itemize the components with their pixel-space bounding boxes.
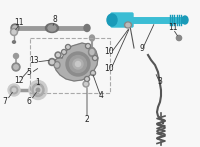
Circle shape [11, 24, 19, 32]
Ellipse shape [35, 86, 42, 94]
Circle shape [93, 56, 98, 61]
Circle shape [12, 63, 20, 71]
Circle shape [87, 45, 89, 47]
Text: 4: 4 [99, 91, 103, 100]
Bar [30, 38, 110, 93]
Circle shape [50, 60, 54, 64]
FancyBboxPatch shape [111, 13, 133, 27]
Ellipse shape [54, 61, 60, 69]
Text: 2: 2 [85, 116, 89, 125]
Ellipse shape [36, 88, 40, 92]
Ellipse shape [8, 84, 20, 96]
Circle shape [94, 57, 96, 59]
Ellipse shape [13, 41, 16, 43]
Circle shape [49, 59, 56, 66]
Text: 7: 7 [3, 96, 7, 106]
Circle shape [177, 35, 182, 41]
Text: 12: 12 [14, 76, 24, 85]
Ellipse shape [90, 35, 95, 41]
Circle shape [13, 26, 17, 30]
Circle shape [86, 78, 88, 80]
Ellipse shape [84, 25, 90, 31]
Ellipse shape [10, 86, 18, 94]
Ellipse shape [46, 24, 59, 32]
Circle shape [85, 82, 88, 86]
Circle shape [11, 29, 18, 35]
Ellipse shape [73, 59, 83, 69]
Ellipse shape [29, 81, 47, 100]
Circle shape [63, 51, 65, 53]
Ellipse shape [107, 14, 117, 26]
Circle shape [14, 54, 19, 59]
Ellipse shape [32, 83, 44, 96]
Circle shape [83, 81, 89, 87]
Circle shape [12, 30, 16, 34]
Ellipse shape [55, 63, 59, 67]
Circle shape [92, 72, 94, 74]
Circle shape [67, 46, 69, 48]
Circle shape [66, 45, 71, 50]
Text: 5: 5 [27, 67, 31, 76]
Circle shape [55, 52, 61, 58]
Circle shape [57, 54, 60, 56]
Circle shape [14, 65, 18, 69]
Text: 13: 13 [29, 56, 39, 65]
Circle shape [62, 50, 67, 55]
Text: 11: 11 [168, 22, 178, 31]
Text: 10: 10 [104, 46, 114, 56]
Ellipse shape [126, 23, 130, 27]
Ellipse shape [90, 50, 94, 55]
Ellipse shape [177, 35, 182, 41]
Text: 9: 9 [140, 44, 144, 52]
Circle shape [85, 76, 90, 81]
Ellipse shape [124, 22, 132, 28]
Ellipse shape [12, 88, 16, 92]
Ellipse shape [48, 25, 56, 31]
Text: 3: 3 [158, 76, 162, 86]
Circle shape [91, 71, 96, 76]
Text: 1: 1 [36, 77, 40, 86]
Ellipse shape [76, 61, 81, 66]
Ellipse shape [70, 56, 87, 72]
Ellipse shape [182, 16, 188, 24]
Circle shape [86, 44, 91, 49]
Polygon shape [54, 43, 98, 81]
Text: 11: 11 [14, 17, 24, 26]
Ellipse shape [89, 47, 96, 56]
Text: 6: 6 [27, 96, 31, 106]
Text: 10: 10 [104, 64, 114, 72]
Text: 8: 8 [53, 15, 57, 24]
Ellipse shape [66, 52, 90, 76]
